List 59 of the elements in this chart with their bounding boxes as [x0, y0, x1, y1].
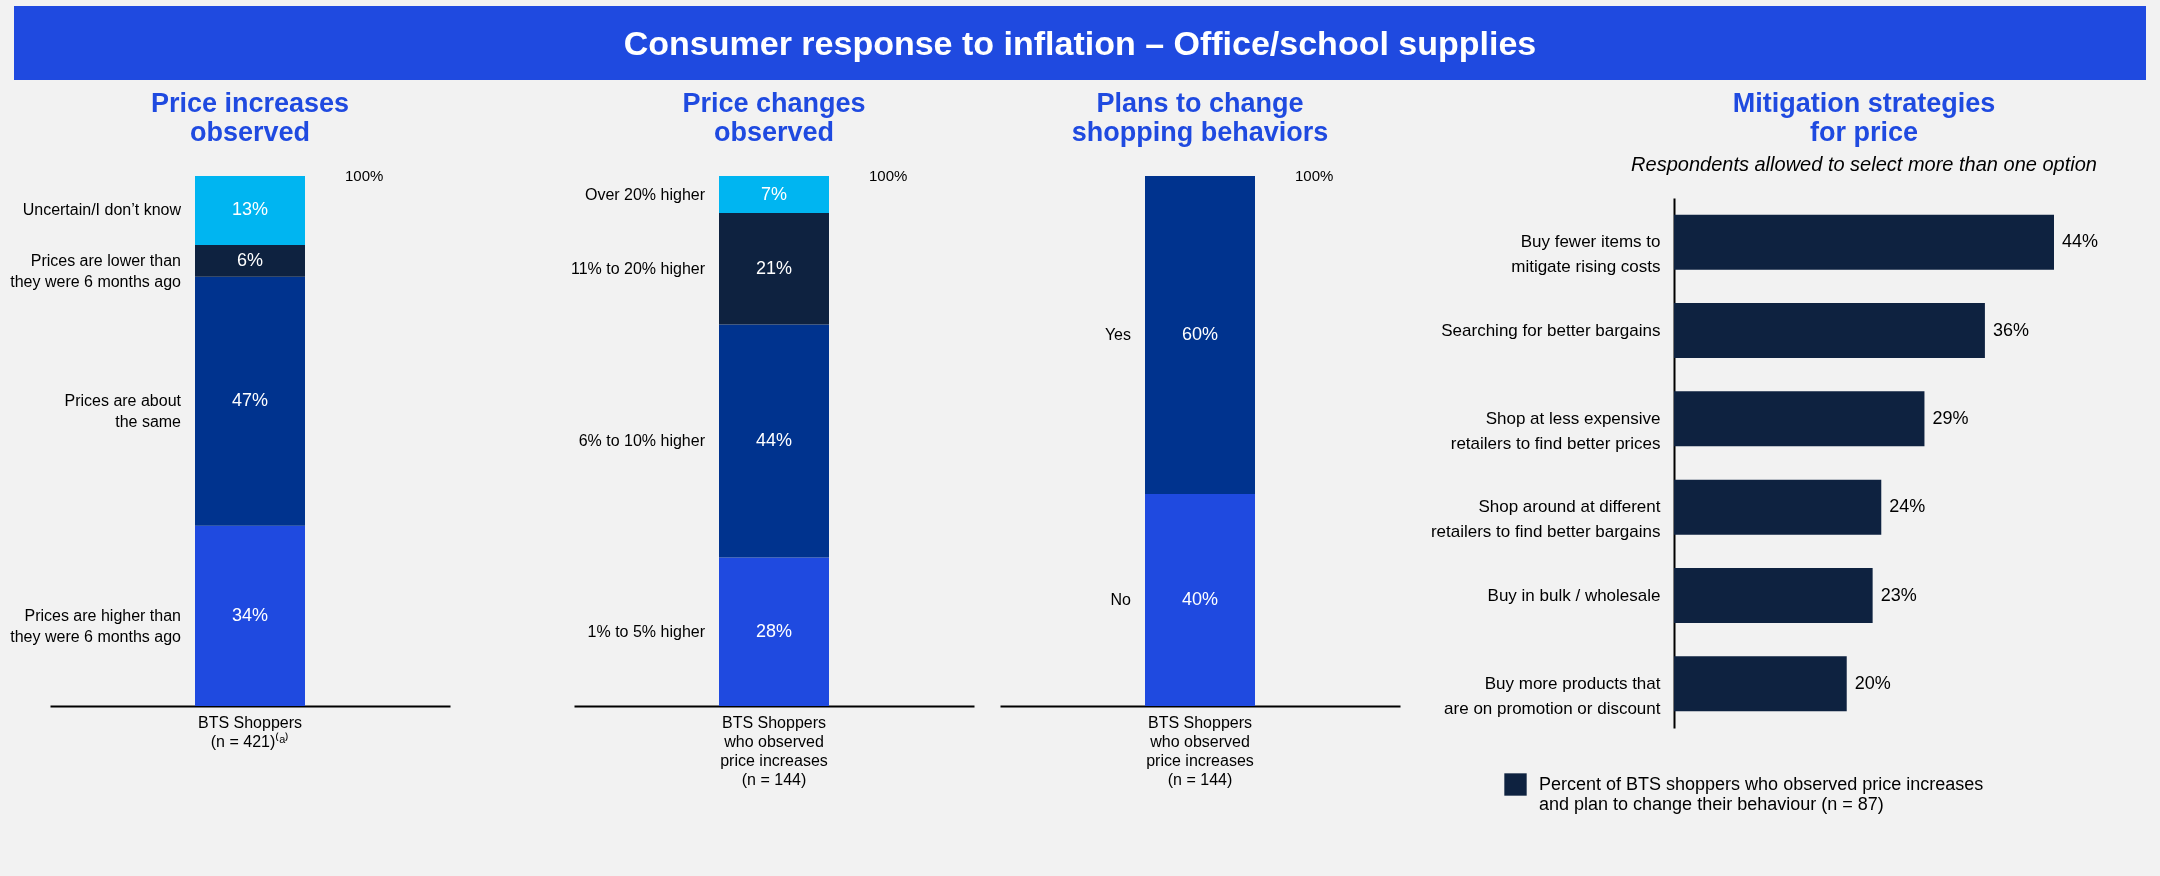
series-label: Prices are lower than they were 6 months ago: [10, 251, 182, 290]
bar: [1674, 214, 2054, 270]
series-label: No: [1110, 591, 1132, 608]
chart-title: Plans to change shopping behaviors: [1071, 88, 1329, 147]
x-tick-label: BTS Shoppers (n = 421)⁽ᵃ⁾: [197, 713, 303, 750]
y-tick-label: Buy fewer items to mitigate rising costs: [1511, 232, 1661, 277]
bar: [1674, 303, 1985, 358]
x-tick-label: BTS Shoppers who observed price increases (n = 144): [1146, 713, 1254, 788]
y-tick-label: Searching for better bargains: [1441, 320, 1661, 340]
bar: [195, 525, 305, 706]
series-label: Yes: [1104, 326, 1131, 343]
chart-title: Price increases observed: [150, 88, 350, 147]
data-label: 40%: [1181, 589, 1219, 609]
data-label: 60%: [1181, 324, 1219, 344]
chart-title: Mitigation strategies for price: [1732, 88, 1996, 147]
bar: [719, 213, 829, 325]
bar: [195, 276, 305, 526]
data-label: 47%: [231, 390, 269, 411]
data-label: 20%: [1854, 672, 1891, 693]
y-tick-label: Shop at less expensive retailers to find better prices: [1450, 408, 1661, 453]
bar: [195, 244, 305, 277]
series-label: 1% to 5% higher: [587, 622, 706, 640]
data-label: 34%: [231, 604, 269, 625]
text: 100%: [869, 167, 908, 184]
data-label: 24%: [1889, 496, 1926, 517]
bar: [719, 557, 829, 706]
data-label: 36%: [1992, 319, 2029, 340]
data-label: 29%: [1932, 407, 1969, 428]
bar: [1674, 391, 1925, 447]
data-label: 21%: [755, 257, 793, 278]
y-tick-label: Buy more products that are on promotion or discount: [1444, 673, 1661, 718]
data-label: 6%: [236, 249, 264, 270]
data-label: 13%: [231, 199, 269, 220]
bar: [1674, 479, 1882, 535]
data-label: 44%: [2062, 231, 2099, 252]
text: 100%: [1295, 167, 1334, 184]
text: Consumer response to inflation – Office/school supplies: [14, 6, 2146, 80]
series-label: 11% to 20% higher: [570, 259, 706, 277]
series-label: 6% to 10% higher: [578, 432, 706, 449]
bar: [195, 176, 305, 245]
x-tick-label: BTS Shoppers who observed price increases (n = 144): [720, 713, 828, 788]
data-label: 23%: [1880, 584, 1917, 605]
chart-title: Price changes observed: [682, 88, 866, 147]
series-label: Prices are about the same: [64, 392, 182, 431]
y-tick-label: Shop around at different retailers to find better bargains: [1430, 497, 1661, 542]
series-label: Uncertain/I don’t know: [22, 201, 182, 219]
series-label: Over 20% higher: [584, 185, 706, 203]
data-label: 7%: [760, 183, 788, 204]
data-label: 44%: [755, 430, 793, 450]
text: 100%: [345, 167, 384, 184]
chart-subtitle: Respondents allowed to select more than one option: [1631, 153, 2097, 175]
series-label: Prices are higher than they were 6 months ago: [10, 606, 182, 645]
y-tick-label: Buy in bulk / wholesale: [1487, 585, 1661, 605]
bar: [719, 324, 829, 558]
data-label: 28%: [755, 620, 793, 641]
legend-label: Percent of BTS shoppers who observed price increases and plan to change their behaviour (n = 87): [1539, 773, 1984, 814]
bar: [719, 176, 829, 214]
bar: [1674, 656, 1847, 712]
bar: [1674, 568, 1873, 623]
